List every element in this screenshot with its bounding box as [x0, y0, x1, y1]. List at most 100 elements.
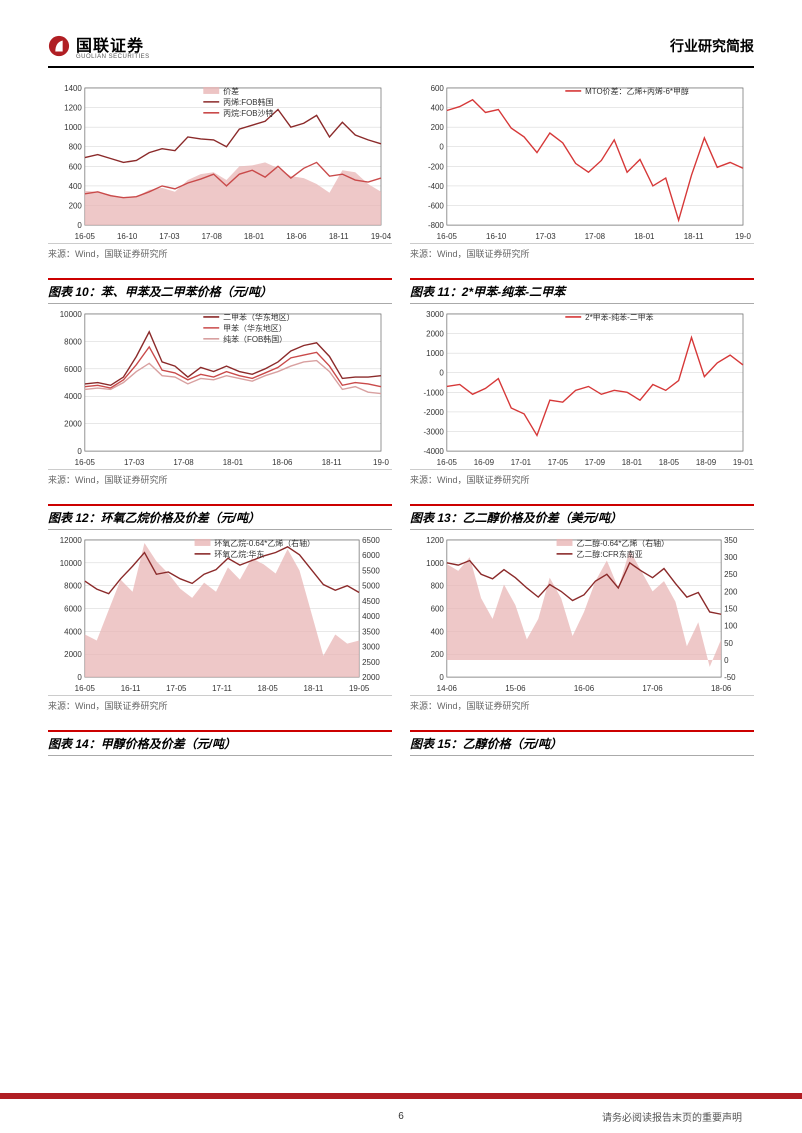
svg-text:17-05: 17-05: [548, 458, 569, 467]
svg-text:18-01: 18-01: [634, 232, 655, 241]
svg-text:2000: 2000: [64, 650, 82, 659]
svg-text:18-01: 18-01: [223, 458, 244, 467]
svg-text:15-06: 15-06: [505, 684, 526, 693]
svg-text:-2000: -2000: [424, 408, 445, 417]
svg-text:17-06: 17-06: [642, 684, 663, 693]
svg-text:17-03: 17-03: [159, 232, 180, 241]
svg-text:18-11: 18-11: [304, 684, 324, 693]
footer-disclaimer: 请务必阅读报告末页的重要声明: [602, 1109, 742, 1124]
chart-c13: 图表 13：乙二醇价格及价差（美元/吨）02004006008001000120…: [410, 504, 754, 720]
svg-text:丙烷:FOB沙特: 丙烷:FOB沙特: [223, 108, 273, 118]
svg-text:6500: 6500: [362, 536, 380, 545]
svg-text:6000: 6000: [64, 365, 82, 374]
svg-text:12000: 12000: [60, 536, 83, 545]
charts-grid: 020040060080010001200140016-0516-1017-03…: [48, 82, 754, 760]
svg-text:丙烯:FOB韩国: 丙烯:FOB韩国: [223, 97, 273, 107]
chart-source: 来源：Wind，国联证券研究所: [410, 470, 754, 494]
svg-text:600: 600: [431, 605, 445, 614]
chart-source: 来源：Wind，国联证券研究所: [48, 470, 392, 494]
chart-c9: -800-600-400-200020040060016-0516-1017-0…: [410, 82, 754, 268]
svg-text:250: 250: [724, 570, 738, 579]
svg-text:19-01: 19-01: [733, 458, 754, 467]
svg-text:50: 50: [724, 639, 733, 648]
svg-text:0: 0: [77, 673, 82, 682]
svg-text:14-06: 14-06: [437, 684, 458, 693]
svg-text:2000: 2000: [64, 420, 82, 429]
svg-text:1200: 1200: [64, 104, 82, 113]
chart-c14: 图表 14：甲醇价格及价差（元/吨）: [48, 730, 392, 760]
chart-source: 来源：Wind，国联证券研究所: [48, 696, 392, 720]
svg-text:19-05: 19-05: [349, 684, 370, 693]
svg-text:18-01: 18-01: [244, 232, 265, 241]
svg-text:3000: 3000: [426, 310, 444, 319]
svg-text:200: 200: [431, 123, 445, 132]
svg-text:150: 150: [724, 605, 738, 614]
svg-text:19-0: 19-0: [373, 458, 389, 467]
svg-text:-3000: -3000: [424, 428, 445, 437]
svg-text:0: 0: [439, 369, 444, 378]
svg-text:0: 0: [77, 447, 82, 456]
svg-text:纯苯（FOB韩国）: 纯苯（FOB韩国）: [223, 334, 287, 344]
svg-text:环氧乙烷:华东: 环氧乙烷:华东: [214, 549, 264, 559]
logo: 国联证券 GUOLIAN SECURITIES: [48, 32, 150, 60]
svg-text:600: 600: [431, 84, 445, 93]
svg-text:1000: 1000: [426, 349, 444, 358]
svg-text:16-10: 16-10: [117, 232, 138, 241]
svg-text:-800: -800: [428, 221, 444, 230]
svg-text:MTO价差：乙烯+丙烯-6*甲醇: MTO价差：乙烯+丙烯-6*甲醇: [585, 86, 689, 96]
svg-text:100: 100: [724, 622, 738, 631]
svg-text:乙二醇-0.64*乙烯（右轴）: 乙二醇-0.64*乙烯（右轴）: [576, 538, 669, 548]
svg-text:17-03: 17-03: [124, 458, 145, 467]
chart-c10: 图表 10：苯、甲苯及二甲苯价格（元/吨）0200040006000800010…: [48, 278, 392, 494]
svg-text:18-05: 18-05: [659, 458, 680, 467]
logo-text-cn: 国联证券: [76, 38, 144, 55]
svg-text:10000: 10000: [60, 559, 83, 568]
svg-text:18-06: 18-06: [286, 232, 307, 241]
svg-text:18-01: 18-01: [622, 458, 643, 467]
chart-canvas: 020004000600080001000016-0517-0317-0818-…: [48, 308, 392, 470]
svg-text:400: 400: [431, 104, 445, 113]
svg-text:-1000: -1000: [424, 388, 445, 397]
svg-text:0: 0: [439, 673, 444, 682]
svg-text:2000: 2000: [362, 673, 380, 682]
svg-text:16-05: 16-05: [437, 232, 458, 241]
page-footer: 6 请务必阅读报告末页的重要声明: [0, 1093, 802, 1133]
svg-text:2000: 2000: [426, 330, 444, 339]
svg-text:6000: 6000: [64, 605, 82, 614]
svg-text:-50: -50: [724, 673, 736, 682]
svg-text:18-11: 18-11: [329, 232, 349, 241]
svg-text:16-05: 16-05: [75, 684, 96, 693]
chart-canvas: 020040060080010001200-500501001502002503…: [410, 534, 754, 696]
svg-text:200: 200: [431, 650, 445, 659]
svg-text:5000: 5000: [362, 582, 380, 591]
svg-text:17-08: 17-08: [585, 232, 606, 241]
svg-text:2500: 2500: [362, 658, 380, 667]
doc-type: 行业研究简报: [670, 36, 754, 56]
svg-text:17-09: 17-09: [585, 458, 606, 467]
svg-text:2*甲苯-纯苯-二甲苯: 2*甲苯-纯苯-二甲苯: [585, 312, 653, 322]
svg-text:16-06: 16-06: [574, 684, 595, 693]
svg-text:18-11: 18-11: [684, 232, 704, 241]
chart-c8: 020040060080010001200140016-0516-1017-03…: [48, 82, 392, 268]
svg-text:-4000: -4000: [424, 447, 445, 456]
svg-text:16-05: 16-05: [75, 458, 96, 467]
svg-text:二甲苯（华东地区）: 二甲苯（华东地区）: [223, 312, 294, 322]
svg-text:18-11: 18-11: [322, 458, 342, 467]
chart-source: 来源：Wind，国联证券研究所: [410, 696, 754, 720]
chart-c15: 图表 15：乙醇价格（元/吨）: [410, 730, 754, 760]
svg-text:3000: 3000: [362, 643, 380, 652]
svg-text:1400: 1400: [64, 84, 82, 93]
chart-title: 图表 13：乙二醇价格及价差（美元/吨）: [410, 504, 754, 530]
svg-text:19-04: 19-04: [371, 232, 392, 241]
chart-title: 图表 11：2*甲苯-纯苯-二甲苯: [410, 278, 754, 304]
svg-text:17-03: 17-03: [535, 232, 556, 241]
svg-text:甲苯（华东地区）: 甲苯（华东地区）: [223, 323, 287, 333]
svg-text:800: 800: [431, 582, 445, 591]
svg-text:1000: 1000: [426, 559, 444, 568]
svg-text:350: 350: [724, 536, 738, 545]
svg-text:16-10: 16-10: [486, 232, 507, 241]
chart-title: 图表 12：环氧乙烷价格及价差（元/吨）: [48, 504, 392, 530]
svg-text:乙二醇:CFR东南亚: 乙二醇:CFR东南亚: [576, 549, 642, 559]
svg-text:16-09: 16-09: [474, 458, 495, 467]
chart-c11: 图表 11：2*甲苯-纯苯-二甲苯 -4000 -3000 -2000 -1000 0 10…: [410, 278, 754, 494]
